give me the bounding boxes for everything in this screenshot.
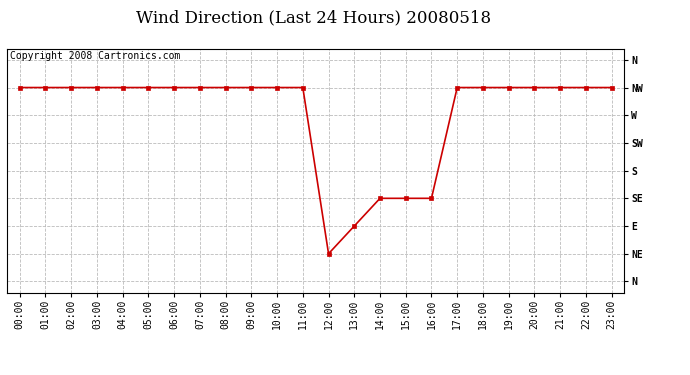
Text: Wind Direction (Last 24 Hours) 20080518: Wind Direction (Last 24 Hours) 20080518 bbox=[137, 9, 491, 26]
Text: Copyright 2008 Cartronics.com: Copyright 2008 Cartronics.com bbox=[10, 51, 180, 61]
